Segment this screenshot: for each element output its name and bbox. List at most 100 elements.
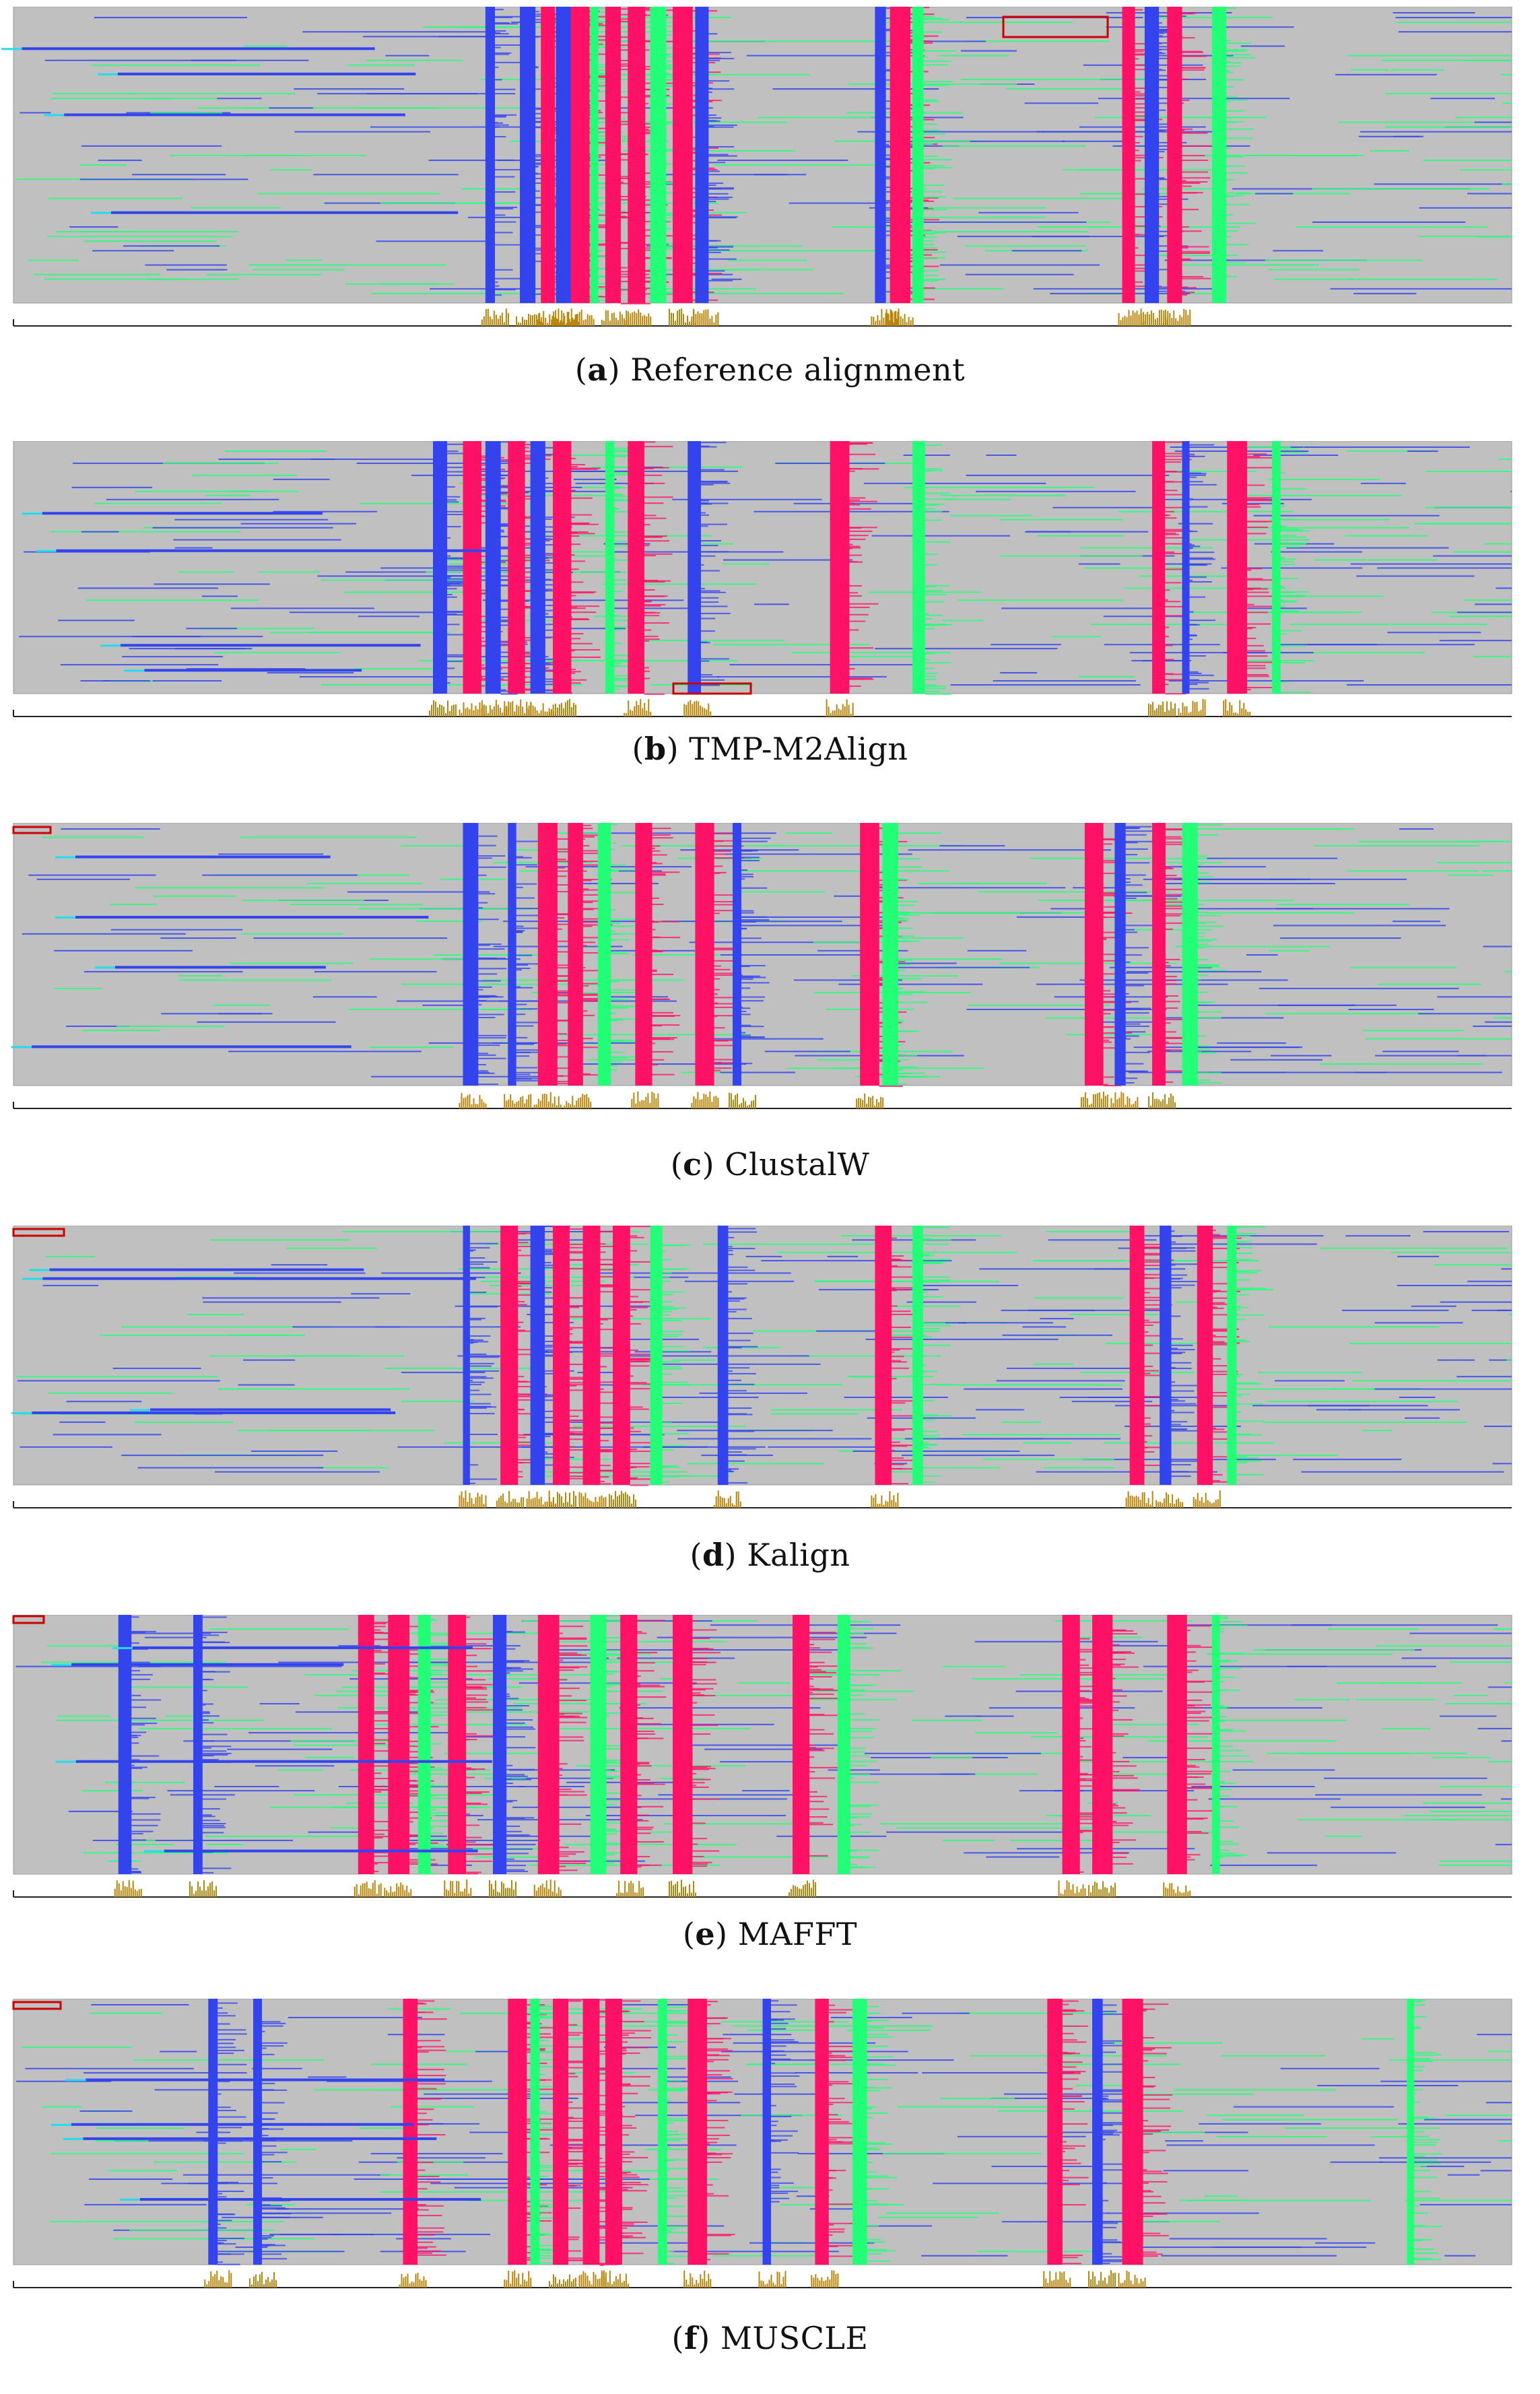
band-fringe bbox=[202, 1634, 220, 1636]
band-fringe bbox=[809, 1750, 825, 1752]
band-fringe bbox=[202, 1808, 220, 1810]
conservation-bar bbox=[595, 1497, 597, 1508]
band-fringe bbox=[652, 871, 680, 873]
band-fringe bbox=[506, 1853, 529, 1855]
band-fringe bbox=[506, 1631, 525, 1633]
caption-label: ClustalW bbox=[725, 1146, 870, 1183]
sequence-segment bbox=[657, 1636, 867, 1638]
band-fringe bbox=[614, 661, 632, 663]
band-fringe bbox=[923, 123, 938, 125]
band-fringe bbox=[374, 1791, 382, 1793]
band-fringe bbox=[1280, 661, 1305, 663]
sequence-segment bbox=[672, 498, 822, 500]
band-fringe bbox=[892, 1265, 898, 1267]
sequence-segment bbox=[310, 458, 434, 460]
band-fringe bbox=[478, 835, 498, 837]
sequence-segment bbox=[1407, 450, 1438, 452]
band-fringe bbox=[478, 999, 487, 1001]
conservation-bar bbox=[524, 712, 526, 717]
conservation-bar bbox=[882, 1097, 884, 1108]
band-fringe bbox=[535, 164, 541, 166]
sequence-segment bbox=[199, 628, 315, 630]
band-fringe bbox=[621, 154, 626, 156]
band-fringe bbox=[600, 1483, 611, 1485]
sequence-segment bbox=[745, 1255, 782, 1257]
sequence-segment bbox=[1508, 1314, 1512, 1315]
conservation-bar bbox=[582, 1496, 584, 1508]
band-fringe bbox=[925, 675, 936, 677]
band-fringe bbox=[741, 919, 770, 921]
band-fringe bbox=[1125, 1082, 1135, 1084]
band-fringe bbox=[652, 1015, 681, 1017]
band-fringe bbox=[645, 102, 649, 104]
band-fringe bbox=[728, 1339, 751, 1341]
conservation-bar bbox=[561, 1496, 562, 1508]
band-fringe bbox=[571, 650, 575, 652]
band-fringe bbox=[1112, 1629, 1127, 1631]
sequence-segment bbox=[1263, 1421, 1467, 1423]
band-fringe bbox=[469, 1370, 500, 1372]
conservation-bar bbox=[613, 1499, 614, 1508]
band-fringe bbox=[559, 1823, 582, 1825]
sequence-segment bbox=[36, 878, 131, 880]
conservation-bar bbox=[1178, 708, 1180, 717]
sequence-segment bbox=[1437, 996, 1512, 998]
sequence-segment bbox=[1450, 1661, 1512, 1663]
band-fringe bbox=[469, 1292, 487, 1294]
band-fringe bbox=[1226, 156, 1241, 158]
band-fringe bbox=[700, 442, 727, 444]
band-fringe bbox=[1171, 1352, 1182, 1354]
band-fringe bbox=[466, 1687, 483, 1689]
conservation-bar bbox=[467, 1502, 469, 1508]
band-fringe bbox=[571, 618, 589, 620]
sequence-segment bbox=[54, 950, 193, 952]
sequence-segment bbox=[1167, 264, 1319, 266]
band-fringe bbox=[644, 536, 663, 538]
band-fringe bbox=[598, 197, 611, 199]
band-fringe bbox=[645, 277, 652, 279]
band-fringe bbox=[1165, 453, 1189, 455]
sequence-segment bbox=[848, 84, 1017, 85]
conservation-bar bbox=[512, 1100, 514, 1108]
band-fringe bbox=[516, 1025, 534, 1027]
band-fringe bbox=[809, 1632, 836, 1634]
band-fringe bbox=[630, 1442, 654, 1444]
conservation-bar bbox=[1156, 1500, 1158, 1508]
band-fringe bbox=[545, 629, 554, 631]
band-fringe bbox=[809, 1777, 836, 1779]
band-fringe bbox=[1247, 667, 1266, 669]
selection-box bbox=[12, 1228, 65, 1237]
band-fringe bbox=[898, 927, 913, 929]
band-fringe bbox=[925, 624, 935, 626]
conservation-bar bbox=[879, 320, 881, 326]
conservation-bar bbox=[649, 1102, 651, 1108]
conservation-bar bbox=[564, 1105, 566, 1108]
sequence-segment bbox=[1180, 1624, 1333, 1626]
sequence-segment bbox=[389, 1773, 504, 1775]
conservation-bar bbox=[461, 712, 463, 717]
conservation-bar bbox=[628, 317, 630, 326]
band-fringe bbox=[692, 1683, 717, 1685]
sequence-segment bbox=[603, 583, 758, 585]
band-fringe bbox=[728, 1250, 733, 1252]
sequence-segment bbox=[1275, 908, 1450, 910]
sequence-segment bbox=[358, 908, 547, 910]
band-fringe bbox=[518, 1399, 531, 1401]
band-fringe bbox=[1197, 1072, 1221, 1074]
band-fringe bbox=[506, 1830, 523, 1832]
sequence-segment bbox=[900, 140, 1065, 142]
band-fringe bbox=[1189, 579, 1193, 581]
conservation-bar bbox=[1162, 1099, 1164, 1108]
conservation-bar bbox=[630, 710, 632, 717]
band-fringe bbox=[666, 65, 674, 67]
band-fringe bbox=[409, 1745, 426, 1748]
band-fringe bbox=[728, 1297, 747, 1299]
band-fringe bbox=[495, 221, 516, 223]
band-fringe bbox=[466, 1706, 487, 1708]
band-fringe bbox=[849, 527, 877, 529]
sequence-segment bbox=[314, 970, 437, 972]
band-fringe bbox=[898, 879, 909, 881]
sequence-segment bbox=[896, 832, 941, 834]
band-fringe bbox=[481, 473, 486, 475]
sequence-segment bbox=[508, 1769, 615, 1771]
